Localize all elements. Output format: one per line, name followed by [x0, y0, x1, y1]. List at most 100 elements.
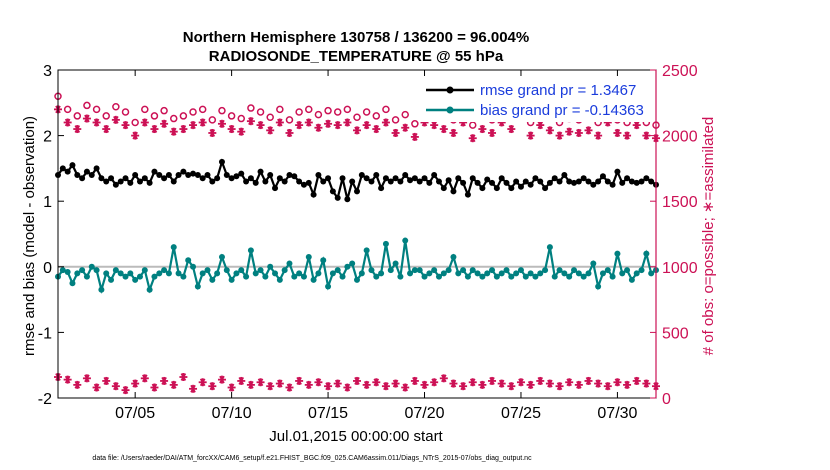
rmse-point: [387, 178, 394, 185]
obs-assimilated-point: [208, 128, 217, 137]
rmse-point: [339, 175, 346, 182]
obs-assimilated-point: [73, 380, 82, 389]
rmse-point: [247, 175, 254, 182]
obs-possible-point: [247, 104, 255, 112]
bias-point: [378, 270, 385, 277]
obs-assimilated-point: [266, 382, 275, 391]
bias-point: [527, 270, 534, 277]
obs-assimilated-point: [353, 126, 361, 135]
rmse-point: [310, 191, 317, 198]
bias-point: [445, 267, 452, 274]
bias-point: [619, 270, 626, 277]
bias-point: [633, 270, 640, 277]
obs-assimilated-point: [304, 118, 313, 127]
bias-point: [88, 263, 95, 270]
bias-point: [397, 273, 404, 280]
rmse-point: [190, 170, 197, 177]
obs-assimilated-point: [623, 131, 632, 140]
bias-point: [93, 267, 100, 274]
bias-point: [571, 267, 578, 274]
obs-assimilated-point: [497, 379, 506, 388]
rmse-point: [334, 194, 341, 201]
bias-point: [64, 269, 71, 276]
series-rmse: [55, 158, 659, 203]
obs-assimilated-point: [189, 121, 198, 130]
rmse-point: [344, 196, 351, 203]
rmse-point: [450, 188, 457, 195]
rmse-point: [402, 171, 409, 178]
obs-assimilated-point: [179, 373, 188, 382]
y-right-tick-label: 2500: [662, 63, 698, 80]
bias-point: [286, 260, 293, 267]
bias-point: [402, 237, 409, 244]
rmse-point: [180, 168, 187, 175]
bias-point: [493, 273, 500, 280]
chart-subtitle: RADIOSONDE_TEMPERATURE @ 55 hPa: [209, 48, 504, 65]
bias-point: [440, 270, 447, 277]
bias-point: [247, 247, 254, 254]
bias-point: [580, 273, 587, 280]
legend-rmse-label: rmse grand pr = 1.3467: [480, 82, 636, 99]
bias-point: [503, 267, 510, 274]
obs-assimilated-point: [574, 128, 583, 137]
plot-area: [58, 70, 656, 398]
rmse-point: [542, 185, 549, 192]
bias-point: [310, 276, 317, 283]
bias-point: [479, 273, 486, 280]
rmse-point: [64, 168, 71, 175]
bias-point: [262, 273, 269, 280]
x-tick-label: 07/30: [597, 405, 637, 422]
bias-point: [74, 270, 81, 277]
rmse-point: [267, 171, 274, 178]
rmse-point: [358, 171, 365, 178]
obs-possible-point: [324, 106, 332, 115]
bias-point: [228, 276, 235, 283]
rmse-point: [479, 185, 486, 192]
obs-assimilated-point: [353, 376, 361, 385]
rmse-point: [599, 173, 606, 180]
rmse-point: [498, 175, 505, 182]
obs-possible-point: [333, 108, 342, 116]
obs-possible-point: [73, 112, 82, 120]
obs-assimilated-point: [169, 380, 178, 389]
rmse-point: [276, 175, 283, 182]
rmse-point: [556, 178, 563, 185]
obs-assimilated-point: [324, 382, 333, 391]
bias-point: [522, 273, 529, 280]
obs-possible-point: [121, 108, 130, 116]
bias-point: [175, 270, 182, 277]
bias-point: [416, 267, 423, 274]
obs-assimilated-point: [82, 114, 91, 123]
rmse-point: [315, 171, 322, 178]
bias-point: [127, 270, 134, 277]
rmse-point: [127, 179, 134, 186]
bias-point: [455, 270, 462, 277]
obs-possible-point: [169, 114, 178, 123]
bias-point: [546, 244, 553, 251]
bias-point: [474, 270, 481, 277]
bias-point: [484, 270, 491, 277]
obs-assimilated-point: [430, 121, 439, 130]
obs-assimilated-point: [256, 121, 265, 130]
bias-point: [233, 270, 240, 277]
bias-point: [469, 267, 476, 274]
obs-assimilated-point: [468, 378, 477, 387]
obs-possible-point: [266, 113, 274, 121]
bias-point: [498, 270, 505, 277]
obs-assimilated-point: [478, 380, 487, 389]
obs-assimilated-point: [632, 121, 641, 130]
rmse-point: [214, 175, 221, 182]
bias-point: [585, 270, 592, 277]
y-tick-label: -1: [38, 325, 52, 342]
rmse-point: [161, 175, 168, 182]
bias-point: [392, 260, 399, 267]
obs-assimilated-point: [217, 375, 226, 384]
obs-assimilated-point: [439, 125, 448, 134]
rmse-point: [117, 178, 124, 185]
series-bias: [55, 237, 659, 294]
obs-assimilated-point: [266, 126, 275, 135]
rmse-point: [474, 179, 481, 186]
obs-assimilated-point: [478, 125, 487, 134]
rmse-point: [508, 185, 515, 192]
rmse-point: [286, 171, 293, 178]
